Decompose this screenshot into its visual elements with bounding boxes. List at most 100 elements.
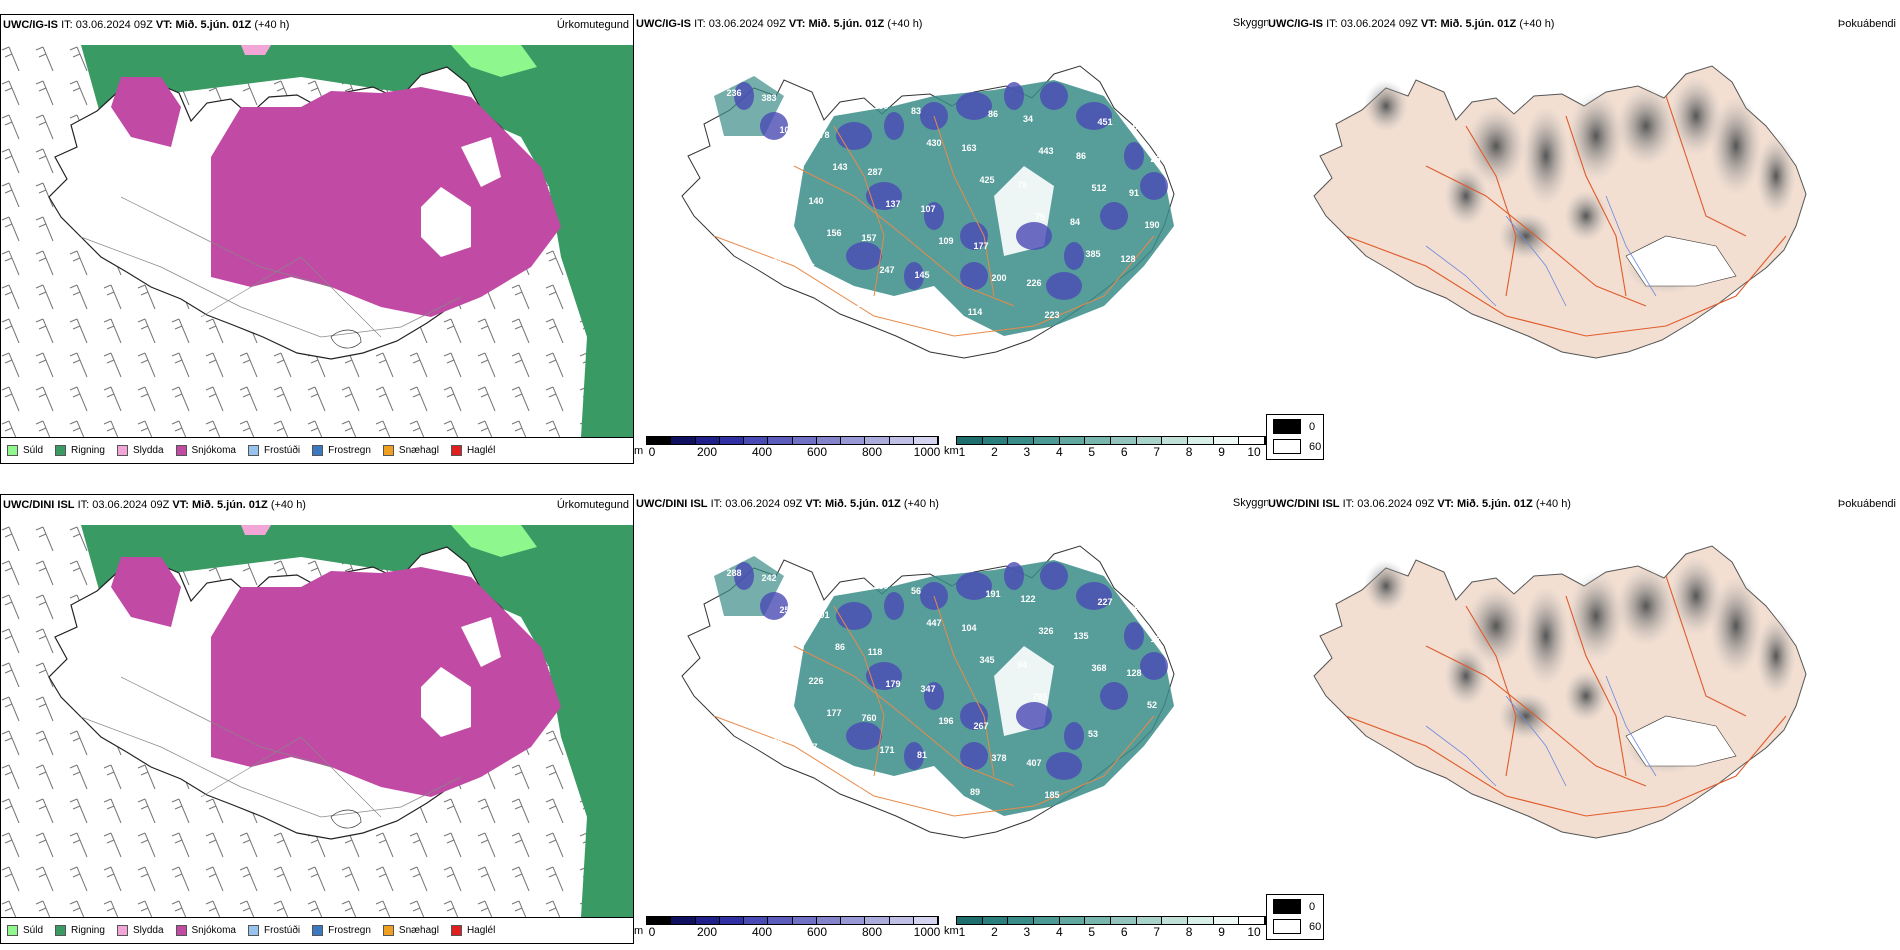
- cloud-base-patch: [960, 262, 988, 290]
- cloud-base-label: 137: [885, 199, 900, 209]
- colorbar-tick-label: 9: [1218, 445, 1225, 459]
- cloud-base-patch: [904, 262, 924, 290]
- legend-label: Slydda: [132, 445, 164, 456]
- cloud-base-label: 52: [1147, 700, 1157, 710]
- cloud-base-panel-top: UWC/IG-IS IT: 03.06.2024 09Z VT: Mið. 5.…: [634, 14, 1268, 464]
- cloud-base-label: 177: [826, 708, 841, 718]
- cloud-base-label: 226: [808, 676, 823, 686]
- cloud-base-patch: [884, 112, 904, 140]
- colorbar-swatch: [695, 917, 720, 924]
- colorbar-tick-label: 7: [1153, 445, 1160, 459]
- colorbar-tick-label: 8: [1185, 445, 1193, 459]
- cloud-base-label: 185: [1044, 790, 1059, 800]
- panel-title: UWC/DINI ISL IT: 03.06.2024 09Z VT: Mið.…: [1268, 498, 1571, 510]
- cloud-base-patch: [956, 92, 992, 120]
- precip-legend: Súld Rigning Slydda Snjókoma Frostúði Frostre…: [1, 917, 633, 943]
- cloud-base-label: 227: [1097, 597, 1112, 607]
- legend-item: Frostúði: [247, 925, 300, 936]
- colorbar-tick-label: 1: [958, 925, 966, 939]
- cloud-base-label: 168: [767, 737, 782, 747]
- colorbar-swatch: [1136, 917, 1163, 924]
- colorbar-swatch: [865, 917, 890, 924]
- legend-swatch: [7, 925, 18, 936]
- legend-item: Frostregn: [312, 925, 371, 936]
- fog-patch: [1670, 556, 1722, 636]
- colorbar-swatch: [719, 917, 744, 924]
- snow-gap: [461, 617, 501, 667]
- cloud-base-label: 512: [1091, 183, 1106, 193]
- cloud-base-label: 104: [961, 623, 976, 633]
- cloud-base-patch: [1046, 272, 1082, 300]
- colorbar-tick-label: 8: [1185, 925, 1193, 939]
- cloud-base-patch: [760, 112, 788, 140]
- fog-patch: [1568, 571, 1624, 661]
- fog-patch: [1444, 646, 1488, 706]
- cloud-base-patch: [1140, 652, 1168, 680]
- colorbar-swatch: [957, 917, 983, 924]
- param-label: Þokuábendi: [1837, 498, 1896, 510]
- colorbar-swatch: [768, 917, 793, 924]
- colorbar-tick-label: 400: [751, 445, 773, 459]
- colorbar-tick-label: 200: [696, 445, 718, 459]
- fog-legend-swatch: [1273, 919, 1301, 934]
- colorbar-swatch: [889, 917, 914, 924]
- colorbar-tick-label: 600: [806, 925, 828, 939]
- colorbar-swatch: [1111, 437, 1137, 444]
- colorbar-swatch: [1239, 437, 1266, 444]
- colorbar-tick-label: 3: [1023, 925, 1031, 939]
- colorbar-swatch: [982, 437, 1009, 444]
- fog-patch: [1522, 106, 1570, 206]
- colorbar-unit: m: [634, 445, 644, 457]
- visibility-colorbar: km 1 2 3 4 5 6 7 8 9 10: [944, 916, 1266, 939]
- cloud-base-label: 135: [1073, 631, 1088, 641]
- cloud-base-patch: [924, 682, 944, 710]
- panel-title: UWC/DINI ISL IT: 03.06.2024 09Z VT: Mið.…: [636, 498, 939, 510]
- colorbar-strip: [646, 436, 939, 445]
- colorbar-tick-label: 1: [958, 445, 966, 459]
- cloud-base-patch: [960, 742, 988, 770]
- param-label: Skyggni: [1232, 497, 1268, 509]
- cloud-base-label: 130: [773, 191, 788, 201]
- legend-label: Slydda: [132, 925, 164, 936]
- legend-swatch: [382, 445, 394, 456]
- colorbar-swatch: [1188, 437, 1214, 444]
- cloud-base-label: 443: [1038, 146, 1053, 156]
- cloud-base-label: 53: [1088, 729, 1098, 739]
- cloud-base-patch: [904, 742, 924, 770]
- sleet-area: [241, 45, 271, 55]
- cloud-base-label: 53: [758, 639, 768, 649]
- legend-swatch: [247, 925, 259, 936]
- snow-gap: [421, 667, 471, 737]
- colorbar-unit: m: [634, 925, 644, 937]
- cloud-base-label: 294: [1138, 766, 1153, 776]
- cloud-base-label: 178: [1132, 602, 1147, 612]
- colorbar-tick-label: 1000: [913, 445, 941, 459]
- colorbar-swatch: [1136, 437, 1163, 444]
- colorbar-swatch: [744, 437, 769, 444]
- colorbar-swatch: [913, 437, 938, 444]
- colorbar-swatch: [889, 437, 914, 444]
- colorbar-swatch: [1034, 437, 1060, 444]
- fog-patch: [1568, 91, 1624, 181]
- legend-item: Snæhagl: [382, 445, 439, 456]
- cloud-base-label: 111: [750, 225, 764, 235]
- legend-label: Snjókoma: [191, 445, 236, 456]
- legend-label: Súld: [23, 925, 44, 936]
- cloud-base-label: 451: [1097, 117, 1112, 127]
- fog-patch: [1364, 80, 1408, 132]
- cloud-base-patch: [1140, 172, 1168, 200]
- cloud-base-label: 166: [855, 299, 870, 309]
- legend-label: Frostregn: [328, 445, 371, 456]
- cloud-base-label: 447: [926, 618, 941, 628]
- colorbar-tick-label: 3: [1023, 445, 1031, 459]
- cloud-base-patch: [1076, 102, 1112, 130]
- cloud-base-label: 91: [1129, 188, 1139, 198]
- precip-type-panel-bottom: UWC/DINI ISL IT: 03.06.2024 09Z VT: Mið.…: [0, 494, 634, 944]
- legend-label: Rigning: [71, 445, 105, 456]
- legend-label: Frostúði: [263, 445, 301, 456]
- fog-patch: [1710, 576, 1762, 676]
- cloud-base-label: 89: [970, 787, 980, 797]
- cloud-base-patch: [846, 722, 882, 750]
- colorbar-swatch: [982, 917, 1009, 924]
- cloud-base-label: 347: [920, 684, 935, 694]
